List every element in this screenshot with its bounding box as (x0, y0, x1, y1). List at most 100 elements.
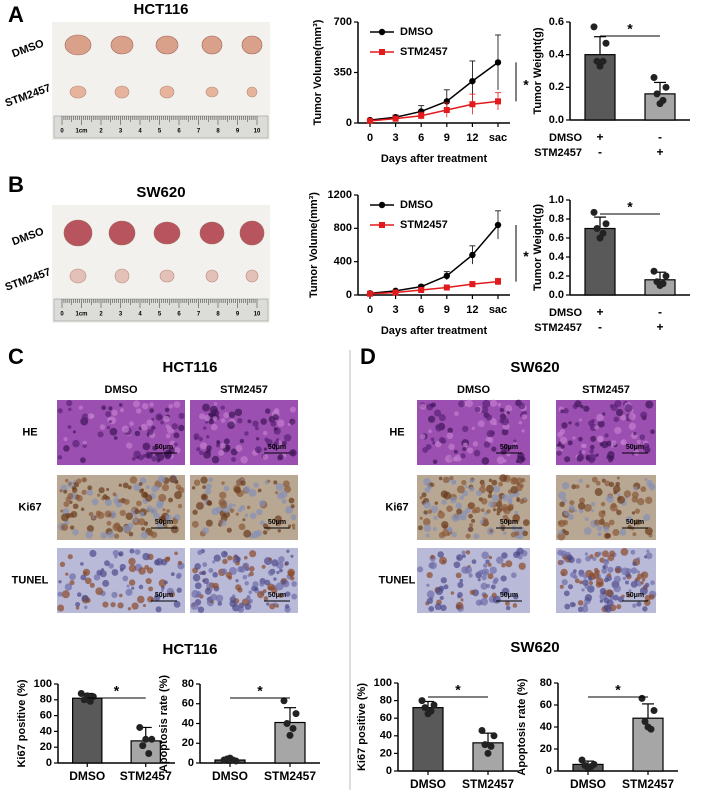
cell (422, 446, 429, 453)
cell (149, 408, 154, 413)
histology-image (417, 548, 530, 613)
cell (244, 431, 249, 436)
cell (584, 594, 593, 602)
cell (151, 456, 157, 462)
cell (111, 568, 119, 576)
cell (560, 409, 565, 414)
cell (222, 558, 228, 565)
cell (616, 604, 622, 610)
cell (63, 437, 68, 442)
cell (255, 437, 260, 441)
cell (69, 573, 76, 581)
y-tick-label: 100 (374, 677, 392, 689)
treatment-mark: + (596, 130, 603, 144)
cell (206, 435, 210, 439)
cell (220, 443, 226, 449)
cell (290, 504, 295, 509)
cell (278, 593, 284, 599)
x-axis-label: Days after treatment (381, 153, 488, 165)
cell (481, 575, 487, 581)
ruler-label: 1cm (75, 312, 87, 318)
y-axis-label: Tumor Volume(mm³) (312, 19, 324, 125)
data-point (662, 83, 670, 91)
cell (166, 587, 175, 596)
cell (119, 593, 123, 598)
cell (192, 509, 198, 515)
cell (419, 403, 427, 410)
cell (234, 408, 243, 417)
cell (172, 518, 179, 525)
cell (57, 591, 63, 597)
significance-label: * (523, 248, 529, 264)
cell (480, 483, 486, 488)
cell (173, 600, 181, 608)
cell (518, 562, 526, 570)
cell (595, 577, 604, 586)
y-axis-label: Tumor Weight(g) (532, 27, 544, 114)
cell (454, 454, 462, 462)
cell (145, 451, 153, 459)
ruler-label: 9 (236, 312, 240, 318)
cell (275, 582, 284, 591)
cell (60, 509, 64, 513)
cell (281, 498, 287, 504)
cell (238, 523, 246, 531)
cell (487, 436, 494, 443)
cell (644, 582, 650, 588)
cell (89, 549, 97, 557)
cell (262, 530, 268, 535)
cell (580, 443, 586, 448)
cell (561, 579, 568, 586)
cell (257, 591, 265, 599)
cell (156, 502, 164, 510)
x-tick-label: 9 (444, 304, 450, 316)
cell (599, 599, 604, 603)
cell (150, 507, 158, 515)
cell (277, 453, 284, 460)
cell (122, 575, 129, 582)
cell (243, 485, 251, 493)
cell (249, 512, 257, 520)
data-point (484, 749, 492, 757)
cell (125, 588, 133, 596)
cell (197, 549, 203, 556)
cell (474, 506, 481, 514)
cell (212, 416, 218, 421)
cell (164, 580, 168, 585)
data-point (650, 267, 658, 275)
cell (587, 576, 593, 581)
cell (465, 399, 474, 408)
cell (438, 585, 445, 592)
cell (560, 550, 568, 558)
cell (205, 488, 212, 495)
data-point (283, 720, 291, 727)
cell (597, 420, 605, 428)
cell (75, 606, 80, 610)
cell (457, 592, 463, 598)
significance-label: * (615, 682, 621, 698)
y-tick-label: 60 (540, 699, 552, 711)
cell (122, 482, 129, 489)
cell (488, 500, 495, 508)
cell (423, 501, 431, 509)
ruler-label: 2 (99, 312, 103, 318)
cell (505, 404, 513, 413)
cell (615, 567, 621, 574)
y-axis-label: Tumor Volume(mm³) (308, 192, 320, 298)
cell (457, 581, 464, 588)
cell (232, 559, 237, 564)
cell (205, 420, 209, 424)
cell (287, 422, 291, 426)
cell (630, 580, 638, 588)
cell (581, 588, 585, 592)
cell (220, 405, 225, 410)
cell (236, 605, 242, 611)
tumor (245, 269, 259, 283)
treatment-label: DMSO (549, 307, 582, 319)
cell (569, 601, 576, 608)
cell (423, 477, 431, 486)
cell (72, 528, 79, 536)
cell (590, 501, 596, 507)
cell (560, 436, 568, 444)
cell (488, 555, 493, 560)
